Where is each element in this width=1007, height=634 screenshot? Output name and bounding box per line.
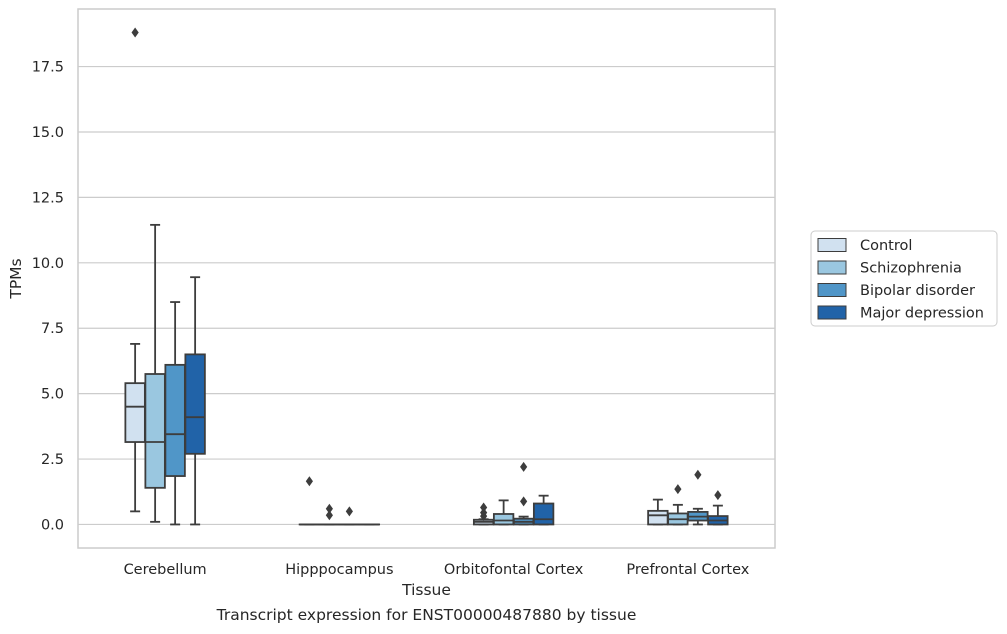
x-axis-title: Tissue xyxy=(401,581,451,599)
y-tick-label: 2.5 xyxy=(41,452,64,468)
y-axis-ticks: 0.0 2.5 5.0 7.5 10.0 12.5 15.0 17.5 xyxy=(32,60,64,534)
y-axis-title: TPMs xyxy=(7,258,25,299)
outlier-point xyxy=(714,490,722,501)
box-2-0 xyxy=(472,502,495,526)
legend: Control Schizophrenia Bipolar disorder Majo… xyxy=(810,230,998,327)
legend-label: Schizophrenia xyxy=(860,261,962,277)
x-tick-label: Hipppocampus xyxy=(285,562,393,578)
box-3-3 xyxy=(707,490,729,526)
box-0-2 xyxy=(164,301,186,526)
box-2-3 xyxy=(532,494,555,526)
box-body xyxy=(532,502,555,526)
box-body xyxy=(647,509,669,526)
box-body xyxy=(124,382,146,443)
legend-label: Control xyxy=(860,238,912,254)
box-body xyxy=(164,363,186,477)
box-3-2 xyxy=(687,469,709,526)
outlier-point xyxy=(520,496,528,507)
outlier-point xyxy=(480,502,488,513)
legend-frame xyxy=(810,230,998,327)
box-body xyxy=(184,353,206,455)
outlier-point xyxy=(305,476,313,487)
legend-swatch xyxy=(817,305,847,320)
legend-label: Major depression xyxy=(860,306,984,322)
outlier-point xyxy=(131,27,139,38)
legend-swatch xyxy=(817,283,847,297)
figure-caption: Transcript expression for ENST0000048788… xyxy=(216,606,637,624)
x-tick-label: Prefrontal Cortex xyxy=(626,562,749,578)
box-1-1 xyxy=(318,503,341,526)
box-0-3 xyxy=(184,276,206,526)
x-tick-label: Orbitofontal Cortex xyxy=(444,562,584,578)
box-3-0 xyxy=(647,498,669,526)
x-axis-ticks: Cerebellum Hipppocampus Orbitofontal Corte… xyxy=(124,562,750,578)
box-0-1 xyxy=(144,223,166,523)
legend-label: Bipolar disorder xyxy=(860,283,975,299)
box-0-0 xyxy=(124,27,146,513)
box-body xyxy=(492,513,515,526)
box-body xyxy=(144,373,166,489)
outlier-point xyxy=(480,507,488,518)
y-tick-label: 0.0 xyxy=(41,517,64,533)
box-2-1 xyxy=(492,499,515,526)
box-1-2 xyxy=(338,506,361,526)
outlier-point xyxy=(325,510,333,521)
x-tick-label: Cerebellum xyxy=(124,562,207,578)
outlier-point xyxy=(345,506,353,517)
y-tick-label: 12.5 xyxy=(32,190,64,206)
outlier-point xyxy=(325,503,333,514)
y-tick-label: 5.0 xyxy=(41,387,64,403)
box-2-2 xyxy=(512,461,535,526)
plot-area xyxy=(124,27,729,526)
outlier-point xyxy=(694,469,702,480)
plot-frame xyxy=(77,8,776,549)
outlier-point xyxy=(520,461,528,472)
box-3-1 xyxy=(667,484,689,526)
legend-swatch xyxy=(817,260,847,275)
y-tick-label: 17.5 xyxy=(32,60,64,76)
box-1-0 xyxy=(298,476,321,526)
y-tick-label: 7.5 xyxy=(41,321,64,337)
legend-swatch xyxy=(817,238,847,252)
outlier-point xyxy=(674,484,682,495)
y-tick-label: 10.0 xyxy=(32,256,64,272)
y-tick-label: 15.0 xyxy=(32,125,64,141)
